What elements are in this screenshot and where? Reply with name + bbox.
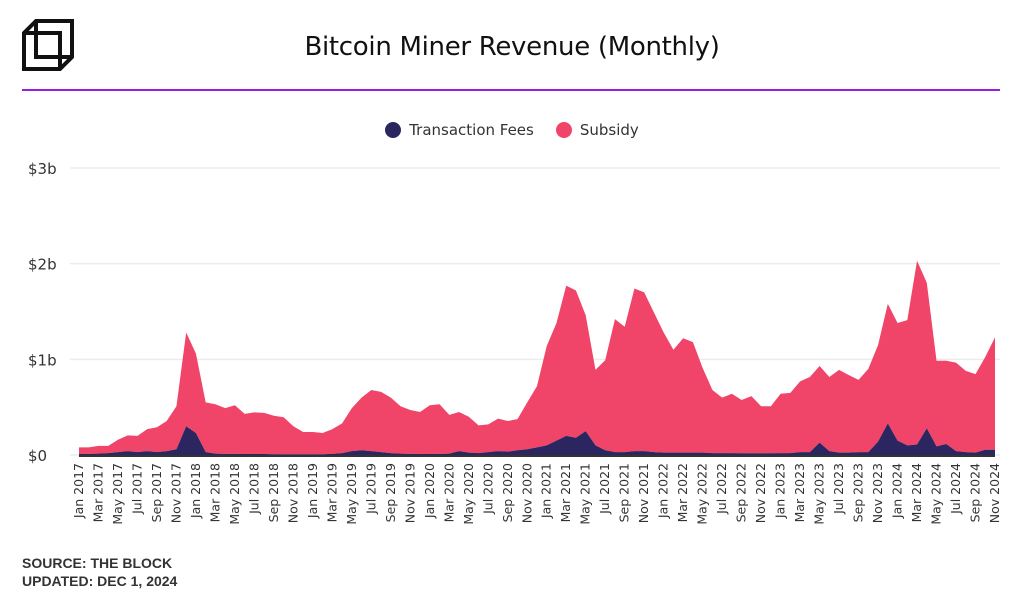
legend-swatch-subsidy [555,122,572,138]
y-tick-label: $2b [28,256,57,274]
x-tick-label: Jan 2023 [773,463,788,519]
x-tick-label: Jan 2022 [656,463,671,519]
x-tick-label: Jul 2018 [246,463,261,515]
transaction-fees-area [79,423,995,455]
y-tick-label: $0 [28,447,47,465]
x-tick-label: Jul 2019 [363,463,378,515]
x-tick-label: Sep 2019 [383,463,398,522]
legend: Transaction Fees Subsidy [0,121,1024,139]
x-tick-label: Nov 2021 [636,463,651,523]
x-tick-label: Sep 2018 [266,463,281,522]
source-note: SOURCE: THE BLOCK [22,555,173,571]
x-tick-label: Jan 2017 [71,463,86,519]
x-tick-label: Jan 2018 [188,463,203,519]
x-tick-label: May 2018 [227,463,242,525]
x-tick-label: Mar 2019 [324,463,339,522]
x-tick-label: Mar 2020 [441,463,456,522]
x-tick-label: Mar 2022 [675,463,690,522]
chart-title: Bitcoin Miner Revenue (Monthly) [304,32,720,62]
legend-swatch-fees [385,122,402,138]
x-tick-label: Nov 2018 [285,463,300,523]
x-tick-label: Sep 2022 [734,463,749,522]
x-tick-label: May 2022 [695,463,710,525]
x-tick-label: Mar 2023 [792,463,807,522]
x-tick-label: May 2021 [578,463,593,525]
x-tick-label: May 2017 [110,463,125,525]
x-tick-label: May 2020 [461,463,476,525]
y-tick-label: $1b [28,351,57,369]
x-tick-label: Nov 2019 [402,463,417,523]
header-divider [22,89,1000,91]
cube-outline-icon [22,19,74,71]
x-tick-label: Nov 2022 [753,463,768,523]
x-tick-label: Mar 2018 [207,463,222,522]
x-tick-label: Mar 2024 [909,463,924,522]
y-tick-label: $3b [28,160,57,178]
x-tick-label: Jul 2021 [597,463,612,515]
x-tick-label: Jan 2024 [890,463,905,519]
x-tick-label: Jul 2022 [714,463,729,515]
legend-label: Transaction Fees [409,121,534,139]
x-tick-label: Jul 2020 [480,463,495,515]
x-tick-label: Nov 2023 [870,463,885,523]
legend-label: Subsidy [579,121,639,139]
x-tick-label: Sep 2023 [851,463,866,522]
x-tick-label: Jul 2023 [831,463,846,515]
x-tick-label: Nov 2024 [987,463,1002,523]
x-tick-label: Nov 2020 [519,463,534,523]
x-tick-label: Jan 2020 [422,463,437,519]
x-tick-label: Jul 2024 [948,463,963,515]
x-tick-label: May 2024 [929,463,944,525]
subsidy-area [79,260,995,455]
x-tick-label: Jan 2021 [539,463,554,519]
x-tick-label: Sep 2021 [617,463,632,522]
x-tick-label: Sep 2024 [968,463,983,522]
x-tick-label: May 2023 [812,463,827,525]
x-tick-label: Nov 2017 [168,463,183,523]
x-tick-label: Sep 2017 [149,463,164,522]
x-tick-label: Mar 2021 [558,463,573,522]
legend-item-fees[interactable]: Transaction Fees [385,121,534,139]
legend-item-subsidy[interactable]: Subsidy [555,121,639,139]
x-tick-label: May 2019 [344,463,359,525]
x-tick-label: Jul 2017 [129,463,144,515]
x-tick-label: Sep 2020 [500,463,515,522]
updated-note: UPDATED: DEC 1, 2024 [22,573,178,589]
x-tick-label: Jan 2019 [305,463,320,519]
x-tick-label: Mar 2017 [90,463,105,522]
